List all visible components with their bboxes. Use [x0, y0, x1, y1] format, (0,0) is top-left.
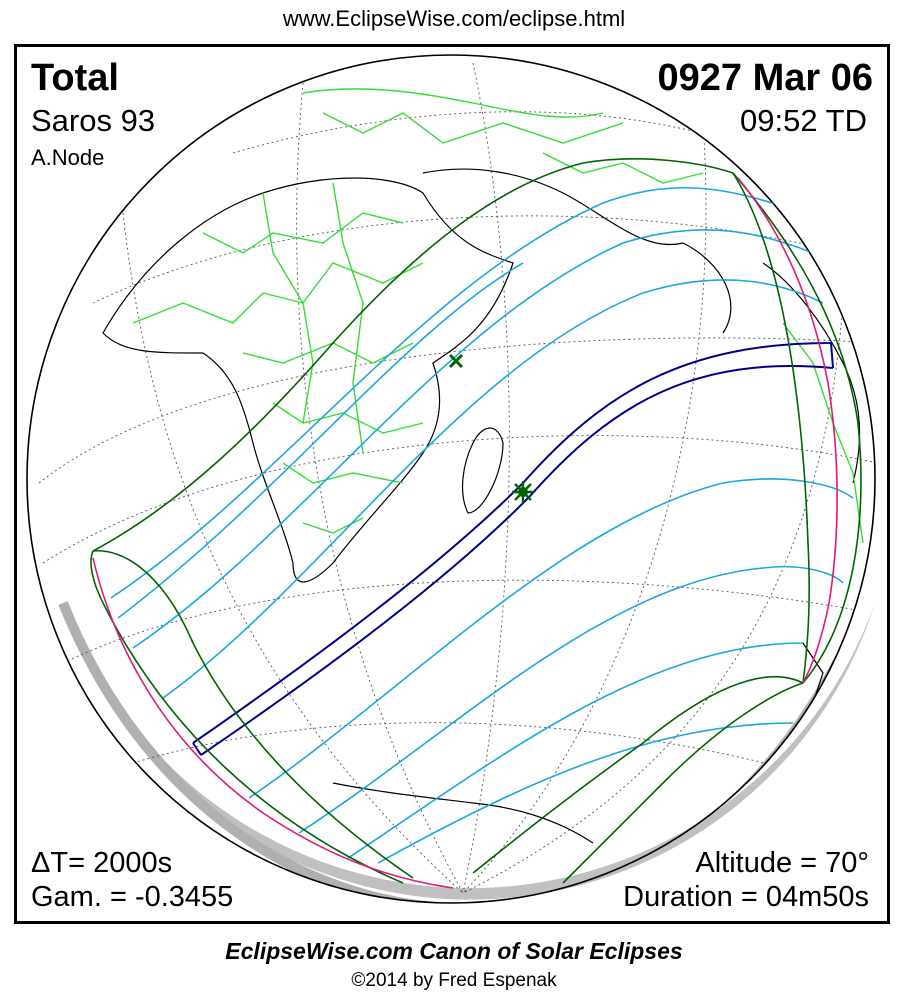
eclipse-date: 0927 Mar 06 — [657, 57, 874, 99]
star-marker — [512, 481, 534, 503]
eclipse-time: 09:52 TD — [740, 103, 867, 138]
totality-duration: Duration = 04m50s — [623, 881, 869, 913]
saros-number: Saros 93 — [31, 103, 156, 138]
copyright: ©2014 by Fred Espenak — [351, 970, 557, 991]
node-label: A.Node — [31, 145, 105, 170]
penumbral-lines — [110, 187, 854, 864]
globe-map — [26, 54, 876, 904]
gamma-value: Gam. = -0.3455 — [31, 881, 234, 913]
sunrise-sunset-curves — [92, 177, 838, 889]
canon-title: EclipseWise.com Canon of Solar Eclipses — [225, 938, 683, 964]
delta-t: ΔT= 2000s — [31, 847, 173, 879]
eclipse-map-frame: Total Saros 93 A.Node 0927 Mar 06 09:52 … — [14, 44, 890, 924]
land-borders — [102, 88, 864, 844]
source-url: www.EclipseWise.com/eclipse.html — [282, 6, 626, 31]
x-marker — [448, 353, 464, 369]
eclipse-type: Total — [31, 57, 119, 99]
eclipse-limits — [90, 158, 862, 884]
sun-altitude: Altitude = 70° — [695, 847, 869, 879]
globe-outline — [26, 54, 876, 904]
